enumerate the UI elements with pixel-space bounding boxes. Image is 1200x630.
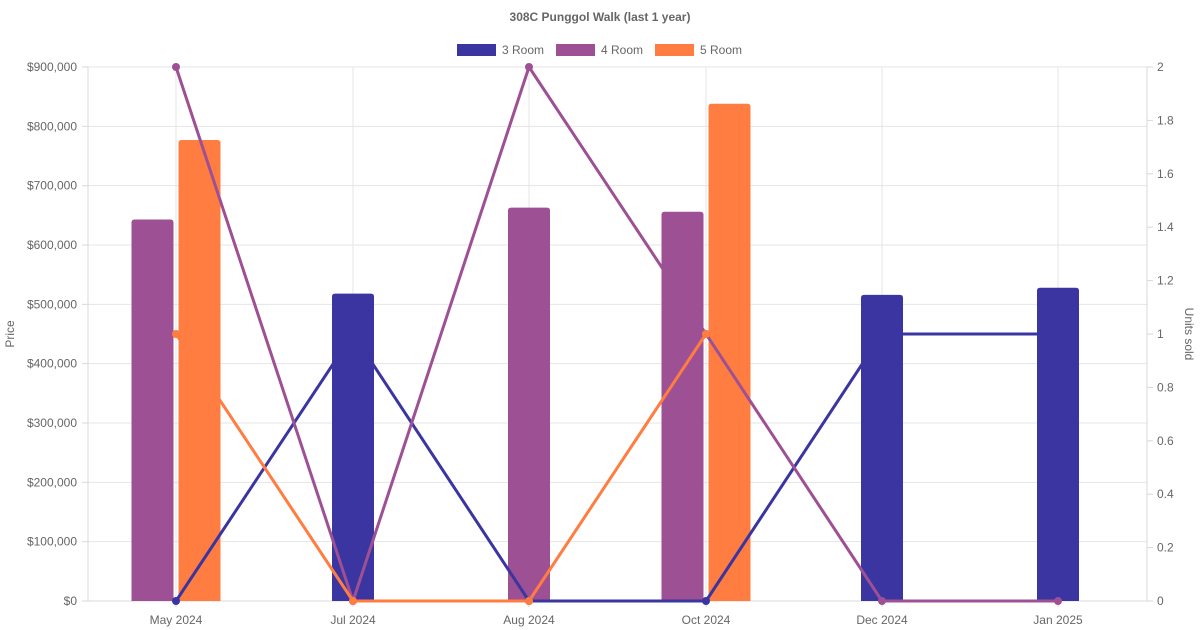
y2-tick-label: 1.8	[1157, 113, 1174, 127]
y-tick-label: $200,000	[27, 475, 77, 489]
y2-tick-label: 2	[1157, 60, 1164, 74]
series-point-5-room	[349, 597, 357, 605]
x-tick-label: Jul 2024	[330, 613, 376, 627]
y2-tick-label: 1.6	[1157, 167, 1174, 181]
y-tick-label: $0	[64, 594, 78, 608]
x-tick-label: Oct 2024	[682, 613, 731, 627]
bar-3-room	[1037, 287, 1079, 601]
bars-layer	[131, 103, 1079, 602]
y2-tick-label: 0	[1157, 594, 1164, 608]
y2-tick-label: 1.4	[1157, 220, 1174, 234]
series-point-5-room	[702, 330, 710, 338]
bar-4-room	[661, 211, 704, 602]
y-tick-label: $300,000	[27, 416, 77, 430]
y-tick-label: $400,000	[27, 357, 77, 371]
bar-4-room	[508, 207, 550, 601]
series-point-3-room	[1054, 330, 1062, 338]
series-point-3-room	[878, 330, 886, 338]
legend-item-3-room: 3 Room	[457, 43, 544, 57]
lines-layer	[174, 65, 1060, 603]
legend-swatch	[556, 44, 595, 56]
y-tick-label: $800,000	[27, 119, 77, 133]
series-point-3-room	[702, 597, 710, 605]
series-line-3-room	[174, 332, 1060, 603]
legend-label: 4 Room	[601, 43, 643, 57]
legend-swatch	[457, 44, 496, 56]
y2-tick-label: 1.2	[1157, 274, 1174, 288]
y2-tick-label: 0.6	[1157, 434, 1174, 448]
legend-label: 3 Room	[502, 43, 544, 57]
y2-tick-label: 0.2	[1157, 541, 1174, 555]
series-point-4-room	[525, 63, 533, 71]
points-layer	[172, 63, 1062, 605]
y2-axis-title: Units sold	[1182, 308, 1196, 361]
series-point-5-room	[172, 330, 180, 338]
y2-tick-label: 0.4	[1157, 487, 1174, 501]
x-tick-label: May 2024	[150, 613, 203, 627]
y2-tick-label: 0.8	[1157, 380, 1174, 394]
x-tick-label: Dec 2024	[856, 613, 908, 627]
series-line-4-room	[174, 65, 1060, 603]
series-point-4-room	[172, 63, 180, 71]
series-point-4-room	[1054, 597, 1062, 605]
y-tick-label: $600,000	[27, 238, 77, 252]
y-tick-label: $700,000	[27, 179, 77, 193]
bar-3-room	[332, 293, 374, 601]
y2-tick-label: 1	[1157, 327, 1164, 341]
bar-4-room	[131, 219, 174, 601]
y-tick-label: $500,000	[27, 297, 77, 311]
x-axis-ticks: May 2024 Jul 2024 Aug 2024 Oct 2024 Dec 2024…	[150, 601, 1083, 627]
legend: 3 Room 4 Room 5 Room	[457, 43, 742, 57]
x-tick-label: Jan 2025	[1033, 613, 1083, 627]
legend-item-5-room: 5 Room	[655, 43, 742, 57]
bar-5-room	[708, 103, 751, 601]
series-point-3-room	[349, 330, 357, 338]
y-tick-label: $900,000	[27, 60, 77, 74]
x-tick-label: Aug 2024	[503, 613, 555, 627]
y-tick-label: $100,000	[27, 535, 77, 549]
legend-item-4-room: 4 Room	[556, 43, 643, 57]
legend-swatch	[655, 44, 694, 56]
series-point-4-room	[878, 597, 886, 605]
y-axis-title: Price	[3, 320, 17, 348]
chart-title: 308C Punggol Walk (last 1 year)	[510, 10, 691, 24]
series-point-5-room	[525, 597, 533, 605]
y-axis-ticks: $0 $100,000 $200,000 $300,000 $400,000 $500,0…	[27, 60, 88, 608]
legend-label: 5 Room	[700, 43, 742, 57]
series-point-3-room	[172, 597, 180, 605]
bar-3-room	[861, 294, 903, 601]
y2-axis-ticks: 0 0.2 0.4 0.6 0.8 1 1.2 1.4 1.6 1.8 2	[1147, 60, 1174, 608]
series-line-5-room	[174, 332, 708, 603]
